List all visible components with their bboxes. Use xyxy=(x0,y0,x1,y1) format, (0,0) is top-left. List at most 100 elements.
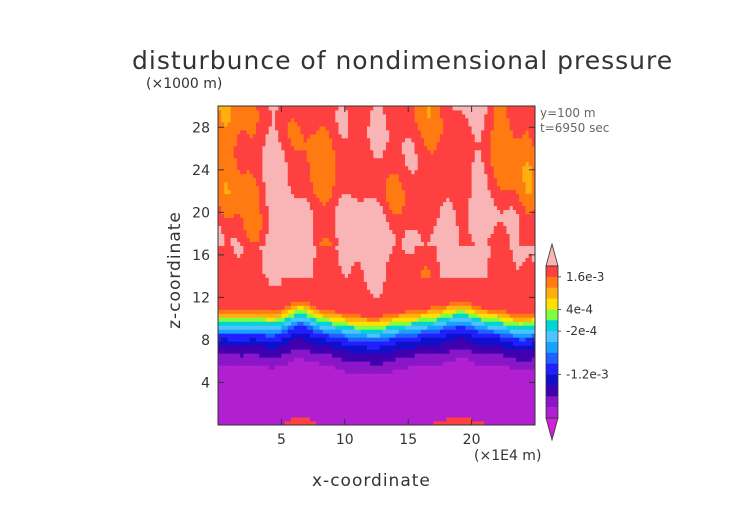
contour-cell xyxy=(458,289,463,294)
contour-cell xyxy=(395,273,400,278)
contour-cell xyxy=(287,249,292,254)
contour-cell xyxy=(471,325,476,330)
contour-cell xyxy=(458,301,463,306)
contour-cell xyxy=(471,289,476,294)
contour-cell xyxy=(462,345,466,350)
contour-cell xyxy=(458,277,463,282)
contour-cell xyxy=(252,289,257,294)
contour-cell xyxy=(386,301,390,306)
contour-cell xyxy=(347,297,352,302)
contour-cell xyxy=(309,345,314,350)
contour-cell xyxy=(474,285,479,290)
contour-cell xyxy=(363,349,368,354)
contour-cell xyxy=(227,269,232,274)
contour-cell xyxy=(465,361,469,366)
contour-cell xyxy=(259,369,263,374)
contour-cell xyxy=(430,325,434,330)
contour-cell xyxy=(455,353,460,358)
contour-cell xyxy=(281,361,285,366)
contour-cell xyxy=(405,305,409,310)
contour-cell xyxy=(477,369,482,374)
contour-cell xyxy=(325,417,330,422)
contour-cell xyxy=(246,317,251,322)
contour-cell xyxy=(319,309,324,314)
contour-cell xyxy=(338,229,343,234)
contour-cell xyxy=(487,373,492,378)
contour-cell xyxy=(227,381,232,386)
contour-cell xyxy=(503,417,507,422)
contour-cell xyxy=(271,373,276,378)
contour-cell xyxy=(490,233,495,238)
contour-cell xyxy=(392,361,396,366)
contour-cell xyxy=(458,345,463,350)
contour-cell xyxy=(427,385,431,390)
contour-cell xyxy=(344,369,349,374)
contour-cell xyxy=(370,305,374,310)
contour-cell xyxy=(379,281,384,286)
contour-cell xyxy=(424,341,428,346)
contour-cell xyxy=(319,357,324,362)
contour-cell xyxy=(221,341,225,346)
contour-cell xyxy=(275,253,279,258)
contour-cell xyxy=(243,297,247,302)
contour-cell xyxy=(246,329,251,334)
contour-cell xyxy=(278,325,282,330)
contour-cell xyxy=(493,385,498,390)
contour-cell xyxy=(427,397,431,402)
contour-cell xyxy=(230,237,235,242)
contour-cell xyxy=(218,325,222,330)
contour-cell xyxy=(528,405,533,410)
contour-cell xyxy=(519,229,523,234)
contour-cell xyxy=(468,369,472,374)
contour-cell xyxy=(436,381,441,386)
contour-cell xyxy=(417,421,422,425)
contour-cell xyxy=(252,421,257,425)
contour-cell xyxy=(525,401,530,406)
contour-cell xyxy=(386,325,390,330)
contour-cell xyxy=(389,257,393,262)
contour-cell xyxy=(294,365,298,370)
contour-cell xyxy=(503,337,507,342)
contour-cell xyxy=(512,229,517,234)
contour-cell xyxy=(522,397,526,402)
contour-cell xyxy=(462,225,466,231)
contour-cell xyxy=(515,361,520,366)
contour-cell xyxy=(439,277,444,282)
contour-cell xyxy=(335,277,339,282)
contour-cell xyxy=(522,329,526,334)
contour-cell xyxy=(227,233,232,238)
contour-cell xyxy=(493,229,498,234)
contour-cell xyxy=(512,305,517,310)
contour-cell xyxy=(398,313,403,318)
contour-cell xyxy=(252,393,257,398)
contour-cell xyxy=(433,317,438,322)
contour-cell xyxy=(392,365,396,370)
contour-cell xyxy=(262,293,266,298)
contour-cell xyxy=(230,333,235,338)
contour-cell xyxy=(224,341,228,346)
contour-cell xyxy=(455,241,460,246)
contour-cell xyxy=(506,281,511,286)
contour-cell xyxy=(237,297,241,302)
contour-cell xyxy=(344,333,349,338)
contour-cell xyxy=(303,361,308,366)
contour-cell xyxy=(433,397,438,402)
contour-cell xyxy=(227,297,232,302)
contour-cell xyxy=(354,325,358,330)
contour-cell xyxy=(430,285,434,290)
contour-cell xyxy=(522,405,526,410)
contour-cell xyxy=(284,241,289,246)
contour-cell xyxy=(506,413,511,418)
contour-cell xyxy=(392,249,396,254)
contour-cell xyxy=(303,229,308,234)
contour-cell xyxy=(436,341,441,346)
contour-cell xyxy=(322,397,327,402)
contour-cell xyxy=(281,421,285,425)
contour-cell xyxy=(309,297,314,302)
contour-cell xyxy=(468,257,472,262)
contour-cell xyxy=(249,309,254,314)
contour-cell xyxy=(306,229,311,234)
contour-cell xyxy=(420,249,425,254)
contour-cell xyxy=(522,305,526,310)
